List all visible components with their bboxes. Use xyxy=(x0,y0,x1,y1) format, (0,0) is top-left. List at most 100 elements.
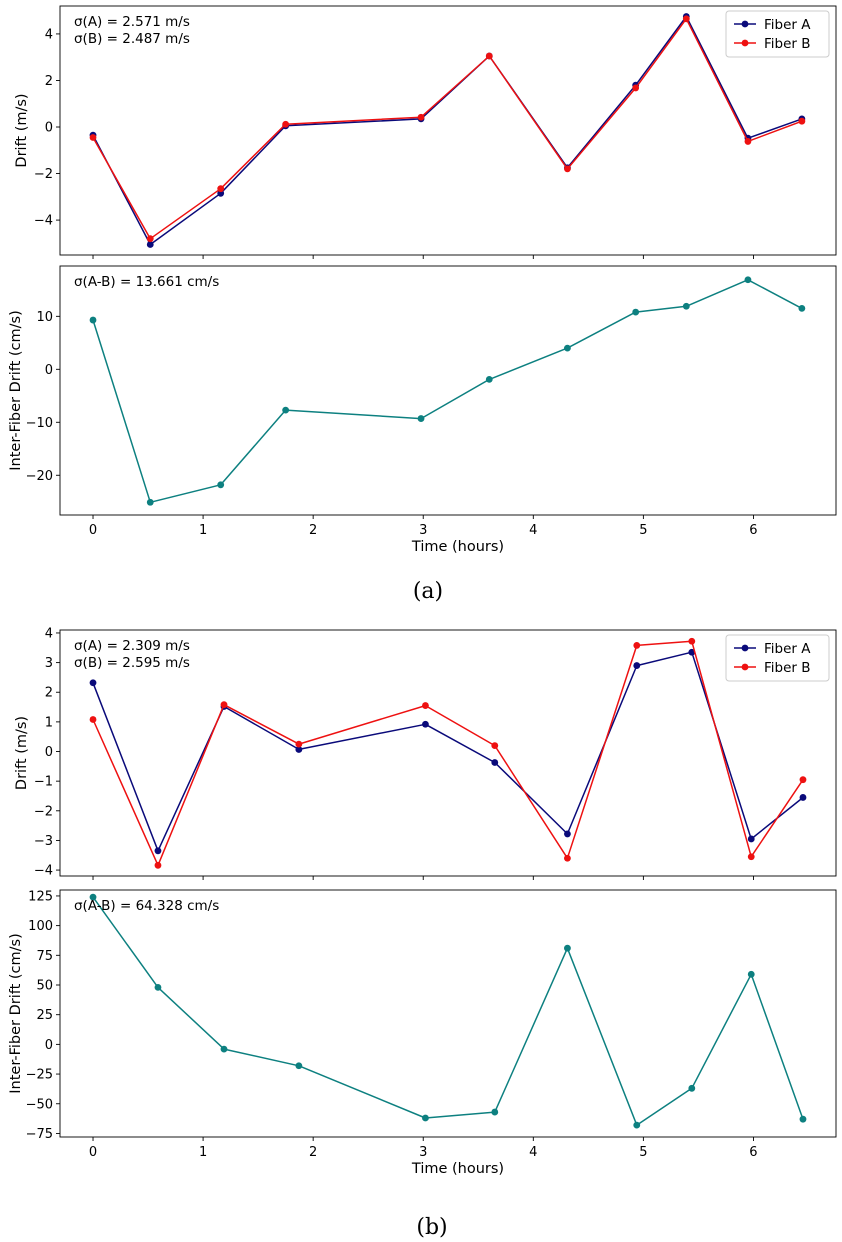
x-tick-label: 2 xyxy=(309,1145,317,1160)
x-tick-label: 6 xyxy=(749,523,757,538)
stat-annotation: σ(A) = 2.309 m/s xyxy=(74,638,190,654)
y-tick-label: 2 xyxy=(45,686,53,701)
data-point xyxy=(491,742,499,749)
y-tick-label: 0 xyxy=(45,1038,53,1053)
data-point xyxy=(688,648,696,656)
data-point xyxy=(564,830,571,838)
x-tick-label: 1 xyxy=(199,1145,207,1160)
data-point xyxy=(798,117,806,125)
stat-annotation: σ(B) = 2.595 m/s xyxy=(74,655,190,671)
x-tick-label: 3 xyxy=(419,523,427,538)
y-tick-label: −75 xyxy=(26,1127,53,1142)
y-tick-label: 10 xyxy=(36,310,53,325)
data-point xyxy=(564,165,571,173)
y-tick-label: −20 xyxy=(26,469,53,484)
y-tick-label: 25 xyxy=(36,1008,53,1023)
legend-marker xyxy=(741,644,749,652)
panel-b-top: −4 −3 −2 −1 0 1 2 3 4 Drift (m/s) σ(A) = 2.309 m/s… xyxy=(14,626,837,880)
data-point xyxy=(798,304,806,312)
series-line xyxy=(92,15,803,246)
data-point xyxy=(799,794,807,801)
legend-item: Fiber A xyxy=(734,641,811,657)
plot-frame xyxy=(59,889,837,1138)
data-point xyxy=(295,746,303,753)
series-line xyxy=(92,279,803,504)
series-inter-fiber xyxy=(89,893,807,1129)
x-tick-label: 2 xyxy=(309,523,317,538)
x-tick-label: 4 xyxy=(529,1145,537,1160)
y-tick-label: −2 xyxy=(34,167,53,182)
data-point xyxy=(744,276,752,284)
data-point xyxy=(295,1062,303,1070)
data-point xyxy=(89,316,97,324)
stat-annotation: σ(B) = 2.487 m/s xyxy=(74,31,190,47)
plot-frame xyxy=(59,265,837,516)
y-axis-label: Drift (m/s) xyxy=(14,716,30,790)
legend-marker xyxy=(741,663,749,671)
y-axis-label: Inter-Fiber Drift (cm/s) xyxy=(8,310,24,471)
series-line xyxy=(92,651,804,852)
y-tick-label: 0 xyxy=(45,363,53,378)
data-point xyxy=(422,720,429,728)
legend-label: Fiber A xyxy=(764,641,811,657)
data-point xyxy=(682,302,690,310)
panel-b-bottom: 0 1 2 3 4 5 6 −75 −50 −25 0 25 50 75 100 125 Inter-Fiber… xyxy=(8,889,837,1177)
data-point xyxy=(146,241,154,248)
y-tick-label: 1 xyxy=(45,715,53,730)
data-point xyxy=(564,944,571,952)
y-tick-label: 100 xyxy=(28,919,53,934)
stat-annotation: σ(A) = 2.571 m/s xyxy=(74,14,190,30)
legend-label: Fiber A xyxy=(764,17,811,33)
data-point xyxy=(491,759,499,766)
data-point xyxy=(154,983,162,991)
data-point xyxy=(154,847,162,855)
data-point xyxy=(564,854,571,862)
data-point xyxy=(688,637,696,645)
legend-marker xyxy=(741,20,749,28)
data-point xyxy=(282,406,290,414)
legend-box xyxy=(725,634,830,682)
stat-annotation: σ(A-B) = 13.661 cm/s xyxy=(74,274,219,290)
y-tick-label: −2 xyxy=(34,804,53,819)
data-point xyxy=(282,120,290,128)
data-point xyxy=(89,716,97,723)
x-tick-label: 5 xyxy=(639,523,647,538)
legend-item: Fiber B xyxy=(734,36,811,52)
data-point xyxy=(485,375,493,383)
data-point xyxy=(89,134,97,141)
data-point xyxy=(217,189,225,197)
y-tick-label: −4 xyxy=(34,864,53,879)
series-fiber-b xyxy=(89,15,806,243)
data-point xyxy=(799,776,807,784)
data-point xyxy=(747,853,755,861)
stat-annotation: σ(A-B) = 64.328 cm/s xyxy=(74,898,219,914)
x-tick-label: 3 xyxy=(419,1145,427,1160)
data-point xyxy=(491,1108,499,1116)
data-point xyxy=(632,308,640,316)
data-point xyxy=(632,84,640,92)
data-point xyxy=(217,481,225,489)
y-tick-label: 75 xyxy=(36,949,53,964)
data-point xyxy=(485,52,493,60)
data-point xyxy=(682,15,690,23)
data-point xyxy=(217,185,225,193)
x-axis-label: Time (hours) xyxy=(411,539,504,555)
y-axis-label: Drift (m/s) xyxy=(14,93,30,167)
legend: Fiber A Fiber B xyxy=(725,634,830,682)
x-axis-label: Time (hours) xyxy=(411,1161,504,1177)
data-point xyxy=(747,970,755,978)
x-tick-label: 0 xyxy=(89,523,97,538)
x-tick-label: 4 xyxy=(529,523,537,538)
data-point xyxy=(89,893,97,901)
data-point xyxy=(744,138,752,145)
legend-item: Fiber A xyxy=(734,17,811,33)
y-axis-label: Inter-Fiber Drift (cm/s) xyxy=(8,933,24,1094)
data-point xyxy=(422,1114,429,1122)
data-point xyxy=(154,861,162,869)
x-tick-label: 1 xyxy=(199,523,207,538)
series-fiber-b xyxy=(89,637,807,869)
caption-b: (b) xyxy=(416,1215,447,1240)
series-line xyxy=(92,896,804,1126)
y-tick-label: −4 xyxy=(34,214,53,229)
